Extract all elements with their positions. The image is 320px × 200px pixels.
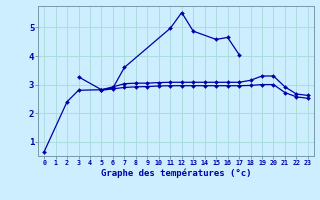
X-axis label: Graphe des températures (°c): Graphe des températures (°c) [101, 169, 251, 178]
